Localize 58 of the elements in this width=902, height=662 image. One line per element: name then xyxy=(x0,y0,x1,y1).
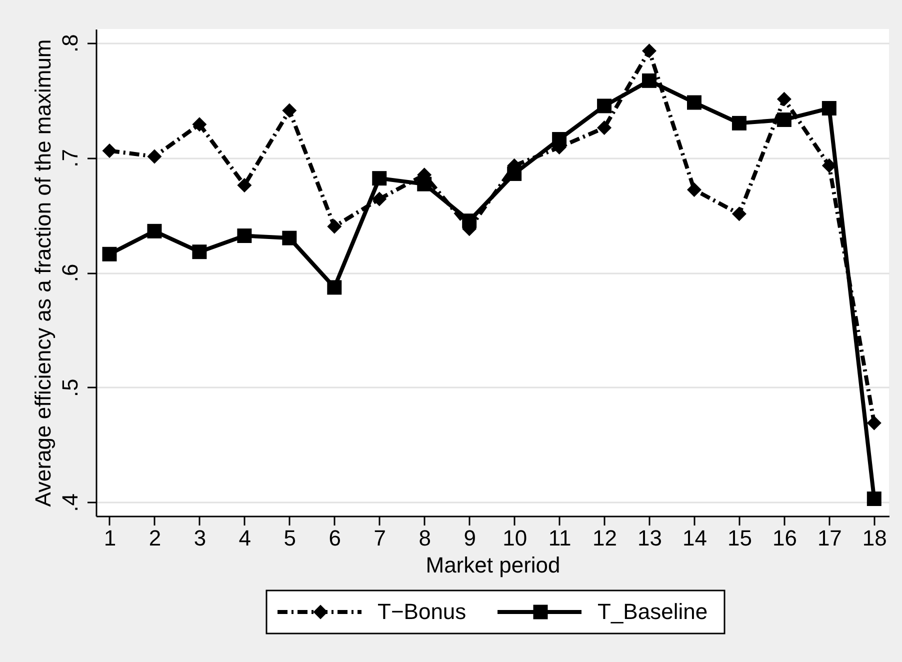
y-tick-label: .6 xyxy=(58,264,82,282)
point xyxy=(147,224,162,238)
point xyxy=(192,117,207,132)
x-axis-title: Market period xyxy=(426,552,560,578)
point xyxy=(327,280,342,295)
y-axis-title: Average efficiency as a fraction of the maximum xyxy=(30,39,56,507)
x-tick-label: 4 xyxy=(238,526,252,550)
x-tick-label: 12 xyxy=(592,526,618,550)
point xyxy=(686,95,702,110)
x-tick-label: 14 xyxy=(682,526,707,550)
point xyxy=(732,206,746,222)
point xyxy=(552,132,567,147)
y-tick-label: .7 xyxy=(58,148,82,168)
x-tick-label: 18 xyxy=(862,526,887,550)
point xyxy=(102,144,117,158)
point xyxy=(776,112,792,127)
legend-label: T_Baseline xyxy=(598,599,708,624)
point xyxy=(192,244,207,260)
x-tick-label: 15 xyxy=(727,526,752,550)
x-tick-label: 2 xyxy=(148,526,162,550)
x-tick-label: 9 xyxy=(464,526,476,550)
point xyxy=(417,176,432,192)
x-tick-label: 1 xyxy=(104,526,116,550)
point xyxy=(237,228,252,243)
x-tick-label: 8 xyxy=(418,526,431,550)
point xyxy=(327,219,342,234)
point xyxy=(462,214,477,228)
point xyxy=(507,166,522,181)
x-tick-label: 7 xyxy=(374,526,386,550)
point xyxy=(822,101,836,116)
point xyxy=(776,92,792,106)
point xyxy=(642,44,656,58)
y-tick-label: .4 xyxy=(58,494,82,512)
y-tick-label: .5 xyxy=(58,378,82,398)
y-tick-label: .8 xyxy=(58,34,82,52)
point xyxy=(597,120,612,136)
point xyxy=(147,149,162,164)
point xyxy=(282,103,297,118)
point xyxy=(102,246,117,262)
legend-label: T−Bonus xyxy=(378,599,466,624)
point xyxy=(597,98,612,114)
x-tick-label: 17 xyxy=(817,526,842,550)
point xyxy=(866,416,882,430)
x-tick-label: 6 xyxy=(328,526,342,550)
point xyxy=(237,178,252,192)
x-tick-label: 5 xyxy=(284,526,296,550)
x-tick-label: 16 xyxy=(772,526,797,550)
point xyxy=(372,171,387,186)
x-tick-label: 13 xyxy=(638,526,662,550)
x-tick-label: 3 xyxy=(194,526,206,550)
point xyxy=(642,73,656,88)
x-tick-label: 11 xyxy=(548,526,572,550)
point xyxy=(372,192,387,206)
point xyxy=(732,116,746,130)
point xyxy=(866,492,882,506)
point xyxy=(282,230,297,246)
point xyxy=(686,182,702,198)
x-tick-label: 10 xyxy=(502,526,528,550)
